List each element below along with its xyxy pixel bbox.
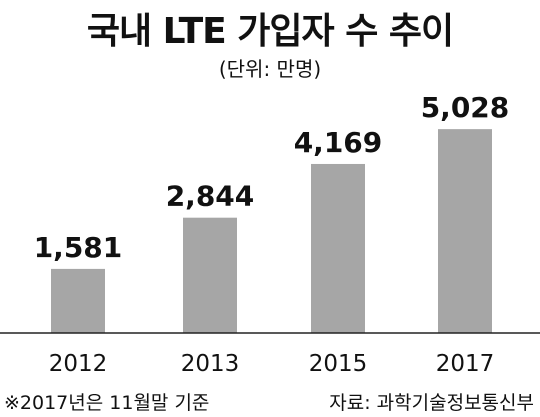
- bar-2017: [438, 129, 492, 333]
- data-label-2017: 5,028: [421, 91, 510, 124]
- x-tick-label-2017: 2017: [436, 351, 495, 377]
- footnote: ※2017년은 11월말 기준: [4, 392, 210, 414]
- bar-2012: [51, 268, 105, 333]
- bar-2015: [311, 163, 365, 333]
- x-tick-label-2015: 2015: [309, 351, 368, 377]
- x-tick-label-2013: 2013: [181, 351, 240, 377]
- chart-title: 국내 LTE 가입자 수 추이: [86, 11, 454, 52]
- data-label-2013: 2,844: [166, 180, 255, 213]
- bar-2013: [183, 217, 237, 333]
- data-label-2015: 4,169: [294, 126, 383, 159]
- source-note: 자료: 과학기술정보통신부: [329, 392, 534, 414]
- data-label-2012: 1,581: [34, 231, 123, 264]
- x-tick-label-2012: 2012: [49, 351, 108, 377]
- chart-subtitle: (단위: 만명): [218, 57, 322, 81]
